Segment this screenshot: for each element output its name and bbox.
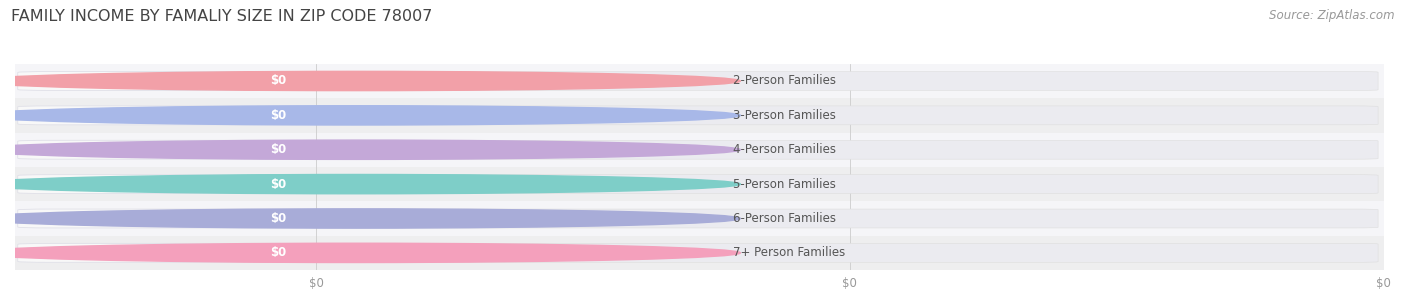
Circle shape	[0, 243, 741, 263]
FancyBboxPatch shape	[318, 175, 1378, 194]
FancyBboxPatch shape	[318, 72, 1378, 91]
FancyBboxPatch shape	[18, 106, 314, 125]
FancyBboxPatch shape	[18, 72, 314, 91]
FancyBboxPatch shape	[18, 243, 314, 262]
Bar	[15, 201, 1384, 236]
Bar	[15, 133, 1384, 167]
Text: $0: $0	[270, 212, 285, 225]
Circle shape	[0, 71, 741, 91]
FancyBboxPatch shape	[242, 209, 278, 228]
Bar	[15, 167, 1384, 201]
FancyBboxPatch shape	[318, 140, 1378, 159]
Text: 6-Person Families: 6-Person Families	[733, 212, 835, 225]
Text: $0: $0	[270, 109, 285, 122]
Bar	[15, 64, 1384, 98]
Text: FAMILY INCOME BY FAMALIY SIZE IN ZIP CODE 78007: FAMILY INCOME BY FAMALIY SIZE IN ZIP COD…	[11, 9, 433, 24]
Text: 7+ Person Families: 7+ Person Families	[733, 246, 845, 259]
FancyBboxPatch shape	[242, 72, 278, 91]
FancyBboxPatch shape	[242, 140, 278, 159]
Text: 4-Person Families: 4-Person Families	[733, 143, 835, 156]
FancyBboxPatch shape	[18, 175, 314, 194]
FancyBboxPatch shape	[242, 175, 314, 194]
FancyBboxPatch shape	[18, 140, 314, 159]
FancyBboxPatch shape	[242, 243, 278, 262]
Circle shape	[0, 140, 741, 160]
Bar	[15, 98, 1384, 133]
Text: $0: $0	[270, 246, 285, 259]
Bar	[15, 236, 1384, 270]
Text: $0: $0	[270, 74, 285, 88]
FancyBboxPatch shape	[242, 175, 278, 194]
Circle shape	[0, 209, 741, 228]
Circle shape	[0, 106, 741, 125]
FancyBboxPatch shape	[242, 243, 314, 262]
FancyBboxPatch shape	[318, 243, 1378, 262]
FancyBboxPatch shape	[242, 209, 314, 228]
Text: 5-Person Families: 5-Person Families	[733, 178, 835, 191]
FancyBboxPatch shape	[242, 106, 278, 125]
FancyBboxPatch shape	[242, 106, 314, 125]
Text: 3-Person Families: 3-Person Families	[733, 109, 835, 122]
FancyBboxPatch shape	[318, 209, 1378, 228]
FancyBboxPatch shape	[318, 106, 1378, 125]
Text: $0: $0	[270, 143, 285, 156]
FancyBboxPatch shape	[18, 209, 314, 228]
FancyBboxPatch shape	[242, 140, 314, 159]
FancyBboxPatch shape	[242, 72, 314, 91]
Text: Source: ZipAtlas.com: Source: ZipAtlas.com	[1270, 9, 1395, 22]
Text: 2-Person Families: 2-Person Families	[733, 74, 835, 88]
Circle shape	[0, 174, 741, 194]
Text: $0: $0	[270, 178, 285, 191]
